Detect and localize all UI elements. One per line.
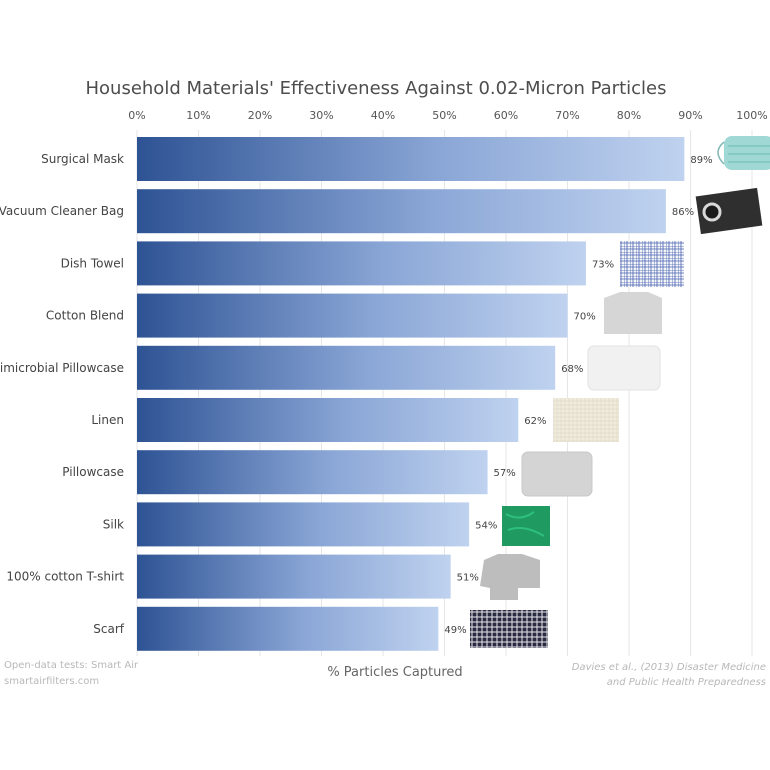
- category-label: Pillowcase: [62, 465, 124, 479]
- x-tick-label: 50%: [432, 109, 456, 122]
- scarf-icon: [470, 610, 548, 648]
- material-thumbnails: [470, 136, 770, 648]
- category-labels: Surgical Mask Vacuum Cleaner Bag Dish Towe…: [0, 152, 125, 636]
- value-label: 51%: [457, 573, 479, 584]
- category-label: Dish Towel: [61, 256, 124, 270]
- category-label: Vacuum Cleaner Bag: [0, 204, 124, 218]
- value-label: 70%: [574, 312, 596, 323]
- category-label: Cotton Blend: [46, 309, 124, 323]
- value-label: 54%: [475, 520, 497, 531]
- x-tick-label: 80%: [617, 109, 641, 122]
- linen-icon: [553, 398, 619, 442]
- vacuum-bag-icon: [695, 187, 763, 235]
- bar: [137, 502, 470, 547]
- bar: [137, 450, 488, 495]
- x-tick-label: 40%: [371, 109, 395, 122]
- value-label: 89%: [690, 155, 712, 166]
- value-labels: 89% 86% 73% 70% 68% 62% 57% 54% 51% 49%: [444, 155, 712, 636]
- category-label: Surgical Mask: [41, 152, 124, 166]
- x-tick-label: 100%: [736, 109, 767, 122]
- t-shirt-icon: [480, 554, 540, 600]
- source-right-line-1: Davies et al., (2013) Disaster Medicine: [572, 662, 766, 673]
- bar: [137, 554, 451, 599]
- value-label: 68%: [561, 364, 583, 375]
- bar: [137, 137, 685, 181]
- x-tick-label: 20%: [248, 109, 272, 122]
- x-axis-label: % Particles Captured: [327, 665, 462, 680]
- antimicrobial-pillowcase-icon: [587, 345, 661, 391]
- category-label: 100% cotton T-shirt: [6, 570, 124, 584]
- x-axis-ticks: 0% 10% 20% 30% 40% 50% 60% 70% 80% 90% 100%: [128, 109, 767, 122]
- category-label: Linen: [91, 413, 124, 427]
- x-tick-label: 90%: [678, 109, 702, 122]
- source-right-line-2: and Public Health Preparedness: [607, 677, 766, 688]
- chart-title: Household Materials' Effectiveness Again…: [85, 78, 666, 99]
- bars: [137, 137, 685, 651]
- value-label: 86%: [672, 207, 694, 218]
- value-label: 49%: [444, 625, 466, 636]
- silk-icon: [502, 506, 550, 546]
- value-label: 57%: [494, 468, 516, 479]
- category-label: Silk: [103, 517, 124, 531]
- bar: [137, 398, 519, 442]
- value-label: 73%: [592, 259, 614, 270]
- bar: [137, 241, 586, 286]
- x-tick-label: 0%: [128, 109, 145, 122]
- bar: [137, 606, 439, 651]
- source-left-line-1: Open-data tests: Smart Air: [4, 660, 139, 671]
- bar: [137, 189, 666, 234]
- x-tick-label: 70%: [555, 109, 579, 122]
- surgical-mask-icon: [717, 136, 770, 170]
- value-label: 62%: [524, 416, 546, 427]
- dish-towel-icon: [620, 241, 684, 287]
- x-tick-label: 10%: [186, 109, 210, 122]
- category-label: Antimicrobial Pillowcase: [0, 361, 124, 375]
- x-tick-label: 60%: [494, 109, 518, 122]
- cotton-blend-shirt-icon: [604, 292, 662, 334]
- bar: [137, 345, 556, 390]
- pillowcase-icon: [521, 451, 593, 497]
- category-label: Scarf: [93, 622, 125, 636]
- source-left-line-2: smartairfilters.com: [4, 676, 99, 687]
- bar: [137, 293, 568, 338]
- x-tick-label: 30%: [309, 109, 333, 122]
